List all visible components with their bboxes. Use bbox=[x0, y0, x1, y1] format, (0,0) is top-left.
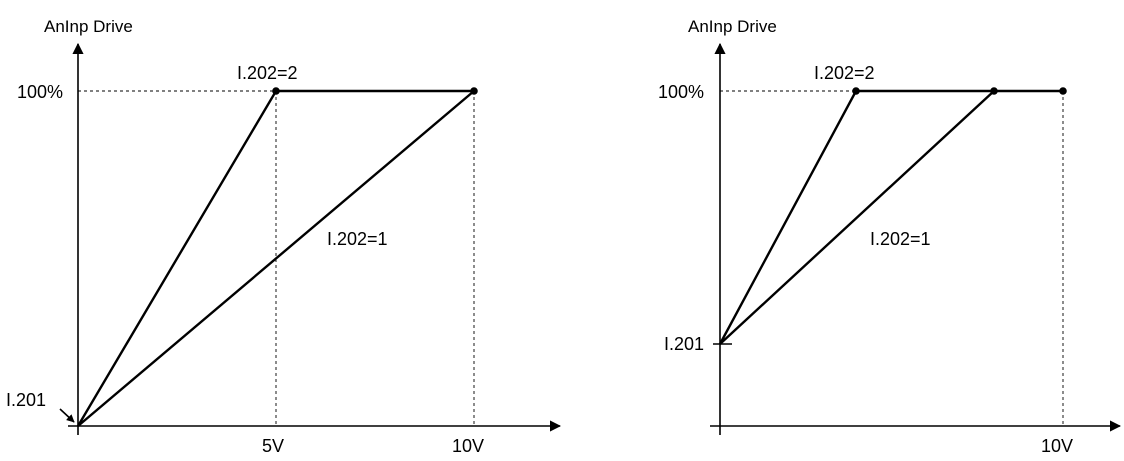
right-curve-gain2 bbox=[718, 89, 1063, 345]
left-y-axis-title: AnInp Drive bbox=[44, 17, 133, 36]
left-x-tick-10v: 10V bbox=[452, 436, 484, 456]
left-offset-pointer bbox=[59, 408, 75, 423]
right-curve-gain1 bbox=[719, 90, 995, 345]
right-dot-gain1 bbox=[990, 87, 998, 95]
left-dot-10v bbox=[470, 87, 478, 95]
left-dot-5v bbox=[272, 87, 280, 95]
right-curve-label-gain2: I.202=2 bbox=[814, 63, 875, 83]
left-x-tick-5v: 5V bbox=[262, 436, 284, 456]
right-y-tick-100pct: 100% bbox=[658, 82, 704, 102]
right-offset-label: I.201 bbox=[664, 334, 704, 354]
right-dot-gain2 bbox=[852, 87, 860, 95]
right-curve-label-gain1: I.202=1 bbox=[870, 229, 931, 249]
left-offset-label: I.201 bbox=[6, 390, 46, 410]
left-graph: AnInp Drive 100% I.202=2 I.202=1 I.201 5… bbox=[6, 17, 562, 456]
left-curve-label-gain2: I.202=2 bbox=[237, 63, 298, 83]
right-dot-10v bbox=[1059, 87, 1067, 95]
left-curve-label-gain1: I.202=1 bbox=[327, 229, 388, 249]
left-y-tick-100pct: 100% bbox=[17, 82, 63, 102]
left-curve-gain1 bbox=[77, 90, 475, 427]
right-graph: AnInp Drive 100% I.202=2 I.202=1 I.201 1… bbox=[658, 17, 1122, 456]
right-x-tick-10v: 10V bbox=[1041, 436, 1073, 456]
right-y-axis-title: AnInp Drive bbox=[688, 17, 777, 36]
